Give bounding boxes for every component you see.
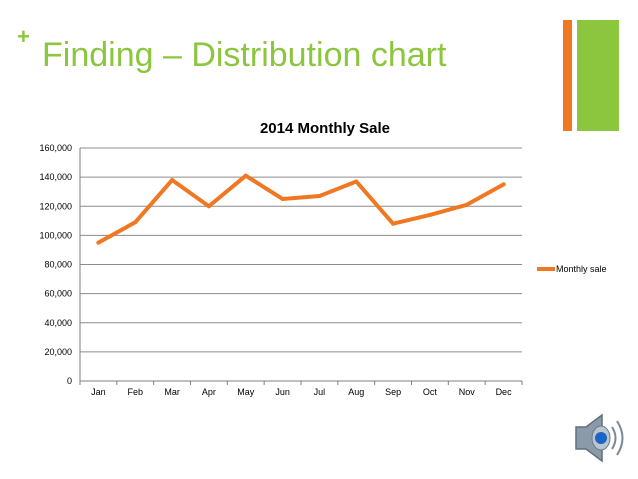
series-line (96, 173, 506, 245)
x-tick-label: Sep (385, 387, 401, 397)
y-tick-label: 80,000 (44, 260, 72, 270)
data-point (280, 196, 285, 201)
x-tick-label: Oct (423, 387, 438, 397)
chart-legend: Monthly sale (537, 264, 607, 274)
y-tick-label: 0 (67, 376, 72, 386)
sound-wave-1 (611, 426, 617, 450)
x-tick-label: Aug (348, 387, 364, 397)
data-point (317, 194, 322, 199)
x-tick-label: Jun (275, 387, 290, 397)
plus-symbol: + (17, 24, 30, 49)
x-tick-label: Apr (202, 387, 216, 397)
data-point (391, 221, 396, 226)
data-point (206, 204, 211, 209)
x-tick-label: Mar (164, 387, 180, 397)
y-tick-label: 160,000 (39, 143, 72, 153)
chart-series (96, 173, 506, 245)
accent-bar-green (577, 20, 619, 131)
speaker-center (595, 432, 607, 444)
data-point (464, 202, 469, 207)
y-tick-label: 60,000 (44, 289, 72, 299)
sound-wave-2 (616, 420, 624, 456)
y-tick-label: 100,000 (39, 230, 72, 240)
y-tick-label: 40,000 (44, 318, 72, 328)
chart-title: 2014 Monthly Sale (260, 120, 390, 137)
y-tick-label: 20,000 (44, 347, 72, 357)
legend-label: Monthly sale (556, 264, 607, 274)
slide-title: Finding – Distribution chart (42, 36, 447, 74)
x-tick-label: Feb (127, 387, 143, 397)
x-tick-label: Dec (496, 387, 513, 397)
y-tick-label: 140,000 (39, 172, 72, 182)
y-axis: 0 20,000 40,000 60,000 80,000 100,000 120,000 1… (39, 143, 81, 386)
data-point (501, 182, 506, 187)
y-tick-label: 120,000 (39, 201, 72, 211)
data-point (170, 178, 175, 183)
data-point (96, 240, 101, 245)
data-point (243, 173, 248, 178)
speaker-icon[interactable] (575, 413, 624, 463)
accent-bar-orange (563, 20, 572, 131)
x-tick-label: Nov (459, 387, 476, 397)
x-tick-label: May (237, 387, 255, 397)
x-tick-label: Jul (314, 387, 326, 397)
data-point (354, 179, 359, 184)
data-point (427, 212, 432, 217)
chart-gridlines (80, 147, 522, 382)
x-tick-label: Jan (91, 387, 106, 397)
speaker-body (575, 413, 603, 463)
x-axis: Jan Feb Mar Apr May Jun Jul Aug Sep Oct Nov Dec (79, 381, 523, 397)
data-point (133, 220, 138, 225)
